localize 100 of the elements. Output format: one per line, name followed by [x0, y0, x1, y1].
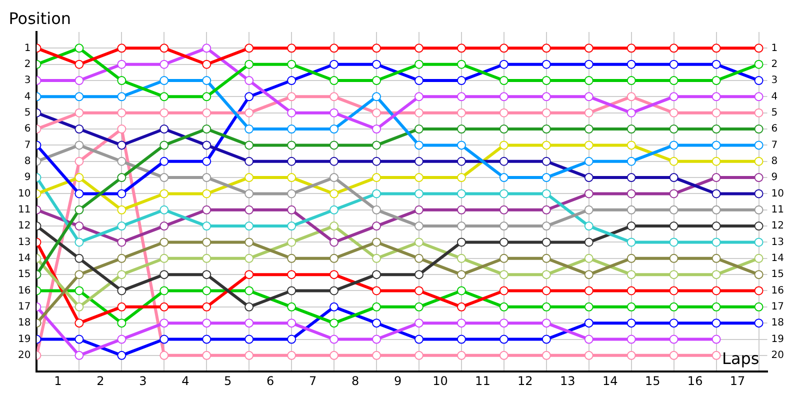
- point: [372, 108, 382, 118]
- point: [414, 222, 424, 231]
- point: [74, 286, 84, 296]
- point: [287, 350, 296, 360]
- point: [542, 238, 551, 247]
- point: [712, 44, 721, 53]
- point: [117, 334, 126, 344]
- point: [117, 140, 126, 150]
- y2-tick-label: 11: [771, 204, 784, 216]
- point: [414, 60, 424, 69]
- point: [754, 124, 764, 134]
- point: [414, 302, 424, 312]
- point: [626, 350, 636, 360]
- point: [244, 350, 254, 360]
- point: [584, 173, 594, 182]
- point: [372, 238, 382, 247]
- point: [244, 124, 254, 134]
- point: [74, 44, 84, 53]
- point: [754, 302, 764, 312]
- point: [287, 286, 296, 296]
- point: [244, 318, 254, 328]
- y2-tick-label: 9: [771, 172, 778, 184]
- x-tick-label: 10: [432, 374, 448, 388]
- point: [754, 108, 764, 118]
- point: [74, 189, 84, 198]
- point: [202, 124, 212, 134]
- y-tick-label: 19: [18, 334, 31, 345]
- point: [160, 318, 169, 328]
- point: [202, 254, 212, 263]
- point: [626, 318, 636, 328]
- point: [202, 44, 212, 53]
- point: [287, 254, 296, 263]
- point: [74, 350, 84, 360]
- point: [456, 302, 466, 312]
- point: [712, 334, 721, 344]
- point: [160, 140, 169, 150]
- point: [372, 140, 382, 150]
- point: [117, 205, 126, 214]
- y2-tick-label: 12: [771, 220, 784, 232]
- point: [330, 189, 339, 198]
- point: [287, 238, 296, 247]
- point: [712, 270, 721, 280]
- point: [456, 205, 466, 214]
- point: [287, 140, 296, 150]
- point: [117, 108, 126, 118]
- point: [456, 270, 466, 280]
- point: [542, 173, 551, 182]
- point: [584, 286, 594, 296]
- y-tick-label: 8: [24, 156, 31, 167]
- point: [74, 173, 84, 182]
- point: [202, 108, 212, 118]
- point: [244, 173, 254, 182]
- point: [74, 92, 84, 102]
- point: [584, 302, 594, 312]
- point: [542, 270, 551, 280]
- point: [372, 222, 382, 231]
- point: [456, 189, 466, 198]
- point: [499, 254, 508, 263]
- point: [542, 318, 551, 328]
- point: [542, 189, 551, 198]
- y-tick-label: 7: [24, 140, 31, 151]
- point: [626, 124, 636, 134]
- x-tick-label: 11: [475, 374, 490, 388]
- point: [754, 222, 764, 231]
- point: [626, 92, 636, 102]
- point: [117, 173, 126, 182]
- point: [669, 318, 678, 328]
- point: [244, 222, 254, 231]
- point: [160, 44, 169, 53]
- point: [117, 124, 126, 134]
- point: [626, 76, 636, 86]
- point: [202, 238, 212, 247]
- point: [244, 286, 254, 296]
- y2-tick-label: 8: [771, 156, 778, 167]
- point: [712, 60, 721, 69]
- y2-tick-label: 3: [771, 75, 778, 86]
- point: [117, 238, 126, 247]
- x-tick-label: 9: [394, 374, 402, 388]
- point: [542, 156, 551, 166]
- point: [499, 124, 508, 134]
- point: [160, 156, 169, 166]
- point: [414, 238, 424, 247]
- x-tick-label: 7: [308, 374, 317, 388]
- point: [414, 173, 424, 182]
- point: [202, 60, 212, 69]
- point: [456, 92, 466, 102]
- point: [712, 350, 721, 360]
- point: [287, 108, 296, 118]
- y-tick-label: 5: [24, 107, 31, 118]
- point: [499, 140, 508, 150]
- y-tick-label: 20: [18, 350, 31, 362]
- y-tick-label: 11: [18, 204, 31, 216]
- point: [202, 189, 212, 198]
- point: [626, 302, 636, 312]
- y2-tick-label: 19: [771, 334, 784, 345]
- y-tick-label: 17: [18, 302, 31, 313]
- point: [414, 156, 424, 166]
- point: [669, 302, 678, 312]
- point: [456, 108, 466, 118]
- point: [160, 350, 169, 360]
